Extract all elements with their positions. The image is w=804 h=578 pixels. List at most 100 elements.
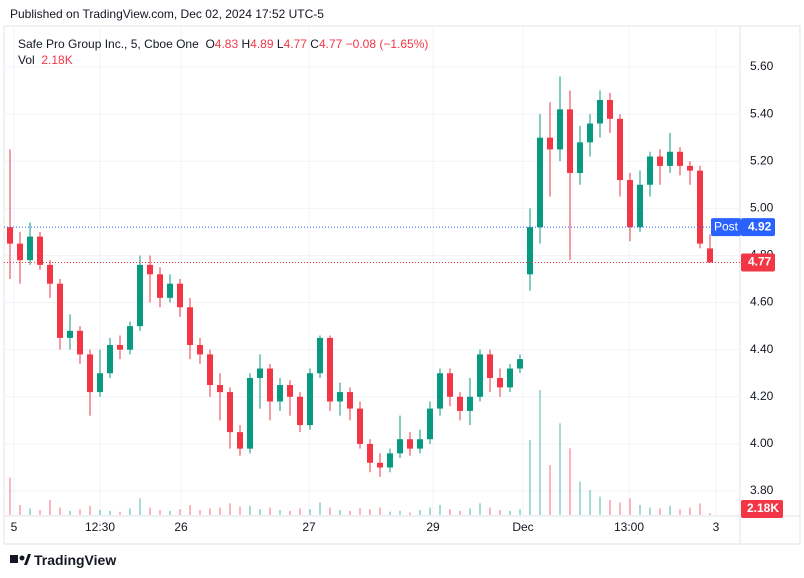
x-tick-label: 5 bbox=[11, 520, 18, 534]
volume-bar bbox=[179, 509, 181, 515]
volume-bar bbox=[9, 477, 11, 515]
candle-body bbox=[407, 439, 413, 449]
candle-body bbox=[507, 368, 513, 388]
candle-body bbox=[307, 373, 313, 426]
x-tick-label: 12:30 bbox=[85, 520, 115, 534]
volume-bar bbox=[489, 507, 491, 515]
volume-bar bbox=[89, 505, 91, 515]
candle-body bbox=[637, 184, 643, 228]
candle-body bbox=[257, 368, 263, 378]
volume-bar bbox=[459, 510, 461, 515]
volume-bar bbox=[199, 510, 201, 515]
candle-body bbox=[157, 274, 163, 298]
candle-body bbox=[697, 170, 703, 244]
last-price-label: 4.77 bbox=[748, 255, 772, 269]
x-tick-label: 26 bbox=[174, 520, 188, 534]
volume-bar bbox=[269, 507, 271, 515]
candle-body bbox=[607, 99, 613, 119]
candle-body bbox=[437, 373, 443, 409]
candle-body bbox=[467, 396, 473, 411]
candle-body bbox=[7, 227, 13, 244]
last-price-bg bbox=[741, 253, 775, 272]
candle-body bbox=[527, 227, 533, 275]
post-price-bg bbox=[741, 218, 775, 237]
candle-body bbox=[127, 326, 133, 350]
volume-bar bbox=[159, 510, 161, 515]
candle-body bbox=[687, 165, 693, 171]
volume-bar bbox=[139, 498, 141, 515]
candle-body bbox=[557, 109, 563, 150]
volume-bar bbox=[419, 510, 421, 515]
volume-bar bbox=[679, 509, 681, 515]
volume-bar bbox=[39, 510, 41, 515]
volume-bar bbox=[209, 508, 211, 515]
candle-body bbox=[477, 354, 483, 397]
volume-bar bbox=[549, 465, 551, 515]
y-tick-label: 4.20 bbox=[750, 389, 774, 403]
candle-body bbox=[427, 408, 433, 440]
volume-bar bbox=[659, 508, 661, 515]
volume-bar bbox=[29, 508, 31, 515]
low: 4.77 bbox=[283, 37, 307, 51]
volume-bar bbox=[239, 506, 241, 515]
volume-bar bbox=[49, 500, 51, 515]
volume-bar bbox=[539, 390, 541, 515]
symbol-title: Safe Pro Group Inc., 5, Cboe One bbox=[18, 37, 199, 51]
volume-bar bbox=[519, 509, 521, 515]
volume-bar bbox=[79, 509, 81, 515]
candle-body bbox=[587, 123, 593, 143]
candle-body bbox=[17, 243, 23, 261]
chart-frame bbox=[3, 25, 801, 545]
candle-body bbox=[77, 330, 83, 355]
volume-bar bbox=[439, 505, 441, 515]
y-tick-label: 5.00 bbox=[750, 200, 774, 214]
candle-body bbox=[647, 156, 653, 185]
volume-bar bbox=[569, 448, 571, 515]
candle-body bbox=[457, 396, 463, 411]
candle-body bbox=[347, 392, 353, 409]
x-tick-label: 27 bbox=[302, 520, 316, 534]
candle-body bbox=[447, 373, 453, 397]
candle-body bbox=[207, 354, 213, 386]
candle-body bbox=[617, 118, 623, 181]
volume-bar bbox=[429, 507, 431, 515]
candle-body bbox=[137, 264, 143, 327]
volume-bar bbox=[399, 510, 401, 515]
volume-bar bbox=[369, 509, 371, 515]
x-tick-label: 13:00 bbox=[614, 520, 644, 534]
candle-body bbox=[47, 264, 53, 284]
candle-body bbox=[497, 377, 503, 388]
candle-body bbox=[237, 432, 243, 449]
candle-body bbox=[297, 396, 303, 426]
candle-body bbox=[627, 180, 633, 228]
volume-bar bbox=[169, 510, 171, 515]
candle-body bbox=[387, 453, 393, 468]
volume-bar bbox=[639, 505, 641, 515]
candle-body bbox=[317, 337, 323, 374]
volume-bar bbox=[259, 509, 261, 515]
candle-body bbox=[577, 142, 583, 173]
candle-body bbox=[277, 385, 283, 402]
candle-body bbox=[227, 392, 233, 433]
candle-body bbox=[217, 385, 223, 393]
candle-body bbox=[657, 156, 663, 166]
candle-body bbox=[547, 137, 553, 150]
candle-body bbox=[397, 439, 403, 454]
volume-bar bbox=[249, 505, 251, 515]
candle-body bbox=[197, 344, 203, 355]
volume-bar bbox=[499, 510, 501, 515]
candle-body bbox=[67, 330, 73, 338]
volume-bar bbox=[329, 507, 331, 515]
y-tick-label: 5.60 bbox=[750, 59, 774, 73]
y-tick-label: 4.60 bbox=[750, 295, 774, 309]
volume-bar bbox=[579, 481, 581, 515]
candle-body bbox=[327, 337, 333, 402]
volume-bar bbox=[559, 423, 561, 515]
volume-bar bbox=[119, 511, 121, 515]
volume-bar bbox=[599, 496, 601, 515]
o-label: O bbox=[205, 37, 215, 51]
vol-tag-label: 2.18K bbox=[747, 501, 779, 515]
volume-bar bbox=[699, 503, 701, 515]
